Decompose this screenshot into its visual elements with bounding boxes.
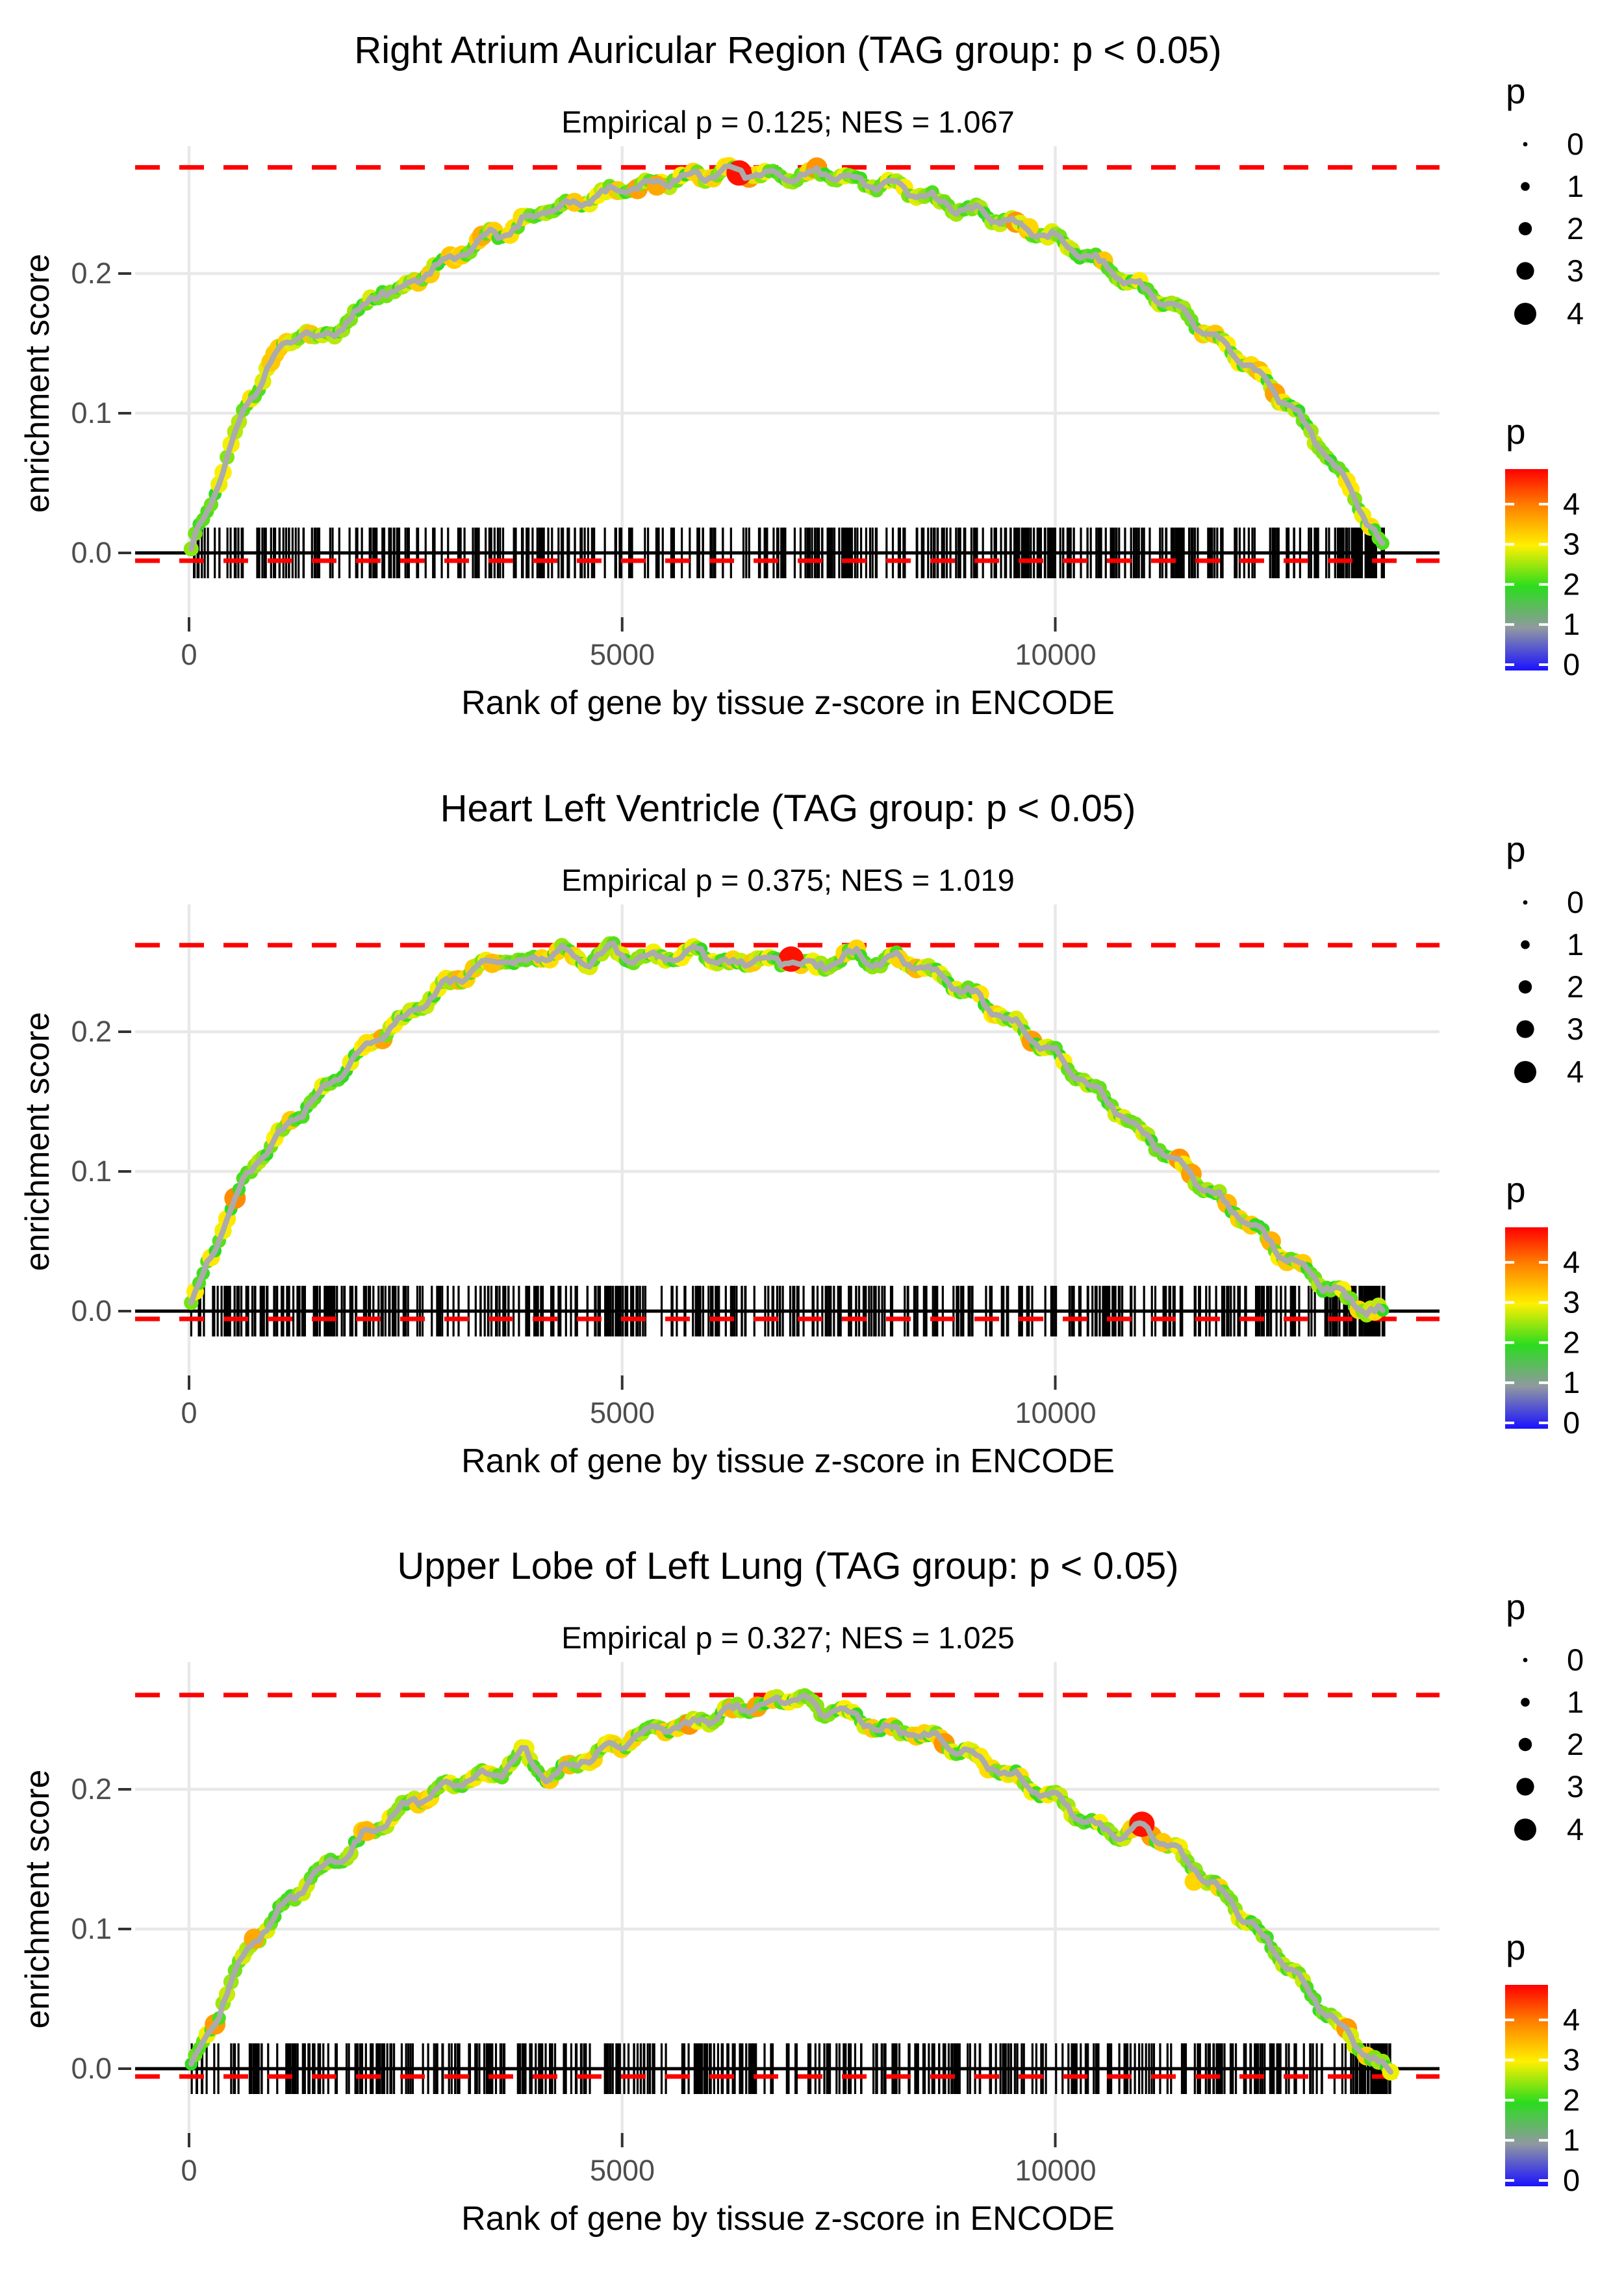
color-legend-label: 4 <box>1563 487 1580 521</box>
es-curve-points <box>183 157 1389 557</box>
size-legend-label: 4 <box>1567 1054 1584 1089</box>
size-legend-label: 2 <box>1567 969 1584 1004</box>
color-legend-label: 4 <box>1563 2002 1580 2037</box>
color-legend-label: 2 <box>1563 567 1580 601</box>
y-axis-title: enrichment score <box>19 253 57 513</box>
page-title: Heart Left Ventricle (TAG group: p < 0.0… <box>440 787 1136 830</box>
color-legend-title: p <box>1506 1169 1526 1210</box>
x-axis-title: Rank of gene by tissue z-score in ENCODE <box>461 684 1115 722</box>
size-legend-title: p <box>1506 1587 1526 1627</box>
color-legend-label: 0 <box>1563 647 1580 682</box>
size-legend-label: 0 <box>1567 885 1584 919</box>
size-legend-label: 3 <box>1567 1012 1584 1046</box>
color-legend-label: 3 <box>1563 1285 1580 1320</box>
color-legend-label: 4 <box>1563 1245 1580 1279</box>
size-legend-label: 1 <box>1567 927 1584 962</box>
x-tick-label: 0 <box>181 1396 197 1429</box>
es-curve-line <box>188 940 1386 1318</box>
page-title: Right Atrium Auricular Region (TAG group… <box>354 29 1222 71</box>
enrichment-plot-svg: 0 1 2 3 4 0 1 2 3 4 <box>118 885 1584 1440</box>
y-tick-label: 0.2 <box>71 257 112 290</box>
size-legend: 0 1 2 3 4 <box>1514 127 1584 331</box>
panel-upper-lobe-left-lung: 0 1 2 3 4 0 1 2 3 4 Upper Lobe of Left Lung (TAG … <box>0 1516 1624 2274</box>
size-legend-title: p <box>1506 829 1526 869</box>
enrichment-plot-svg: 0 1 2 3 4 0 1 2 3 4 <box>118 1642 1584 2197</box>
es-curve-line <box>188 163 1386 552</box>
y-axis-title: enrichment score <box>19 1012 57 1271</box>
panel-heart-left-ventricle: 0 1 2 3 4 0 1 2 3 4 Heart Left Ventricle (TAG gro… <box>0 758 1624 1516</box>
color-legend-title: p <box>1506 411 1526 452</box>
color-legend-label: 1 <box>1563 2123 1580 2157</box>
color-legend-bar <box>1505 1227 1548 1429</box>
y-tick-label: 0.1 <box>71 1155 112 1188</box>
enrichment-plot-svg: 0 1 2 3 4 0 1 2 3 4 <box>118 127 1584 682</box>
size-legend-label: 4 <box>1567 296 1584 331</box>
y-tick-label: 0.2 <box>71 1015 112 1048</box>
y-tick-label: 0.1 <box>71 1912 112 1945</box>
color-legend-label: 3 <box>1563 2043 1580 2077</box>
x-tick-label: 10000 <box>1015 1396 1097 1429</box>
x-axis-title: Rank of gene by tissue z-score in ENCODE <box>461 1442 1115 1480</box>
size-legend: 0 1 2 3 4 <box>1514 885 1584 1089</box>
size-legend-label: 3 <box>1567 1769 1584 1804</box>
x-tick-label: 5000 <box>589 2154 655 2187</box>
es-curve-line <box>188 1693 1393 2075</box>
size-legend-label: 1 <box>1567 169 1584 203</box>
color-legend-label: 0 <box>1563 1405 1580 1440</box>
size-legend-label: 4 <box>1567 1812 1584 1846</box>
color-legend-ticks: 0 1 2 3 4 <box>1505 2002 1580 2197</box>
color-legend-label: 0 <box>1563 2163 1580 2197</box>
size-legend-label: 0 <box>1567 1642 1584 1677</box>
x-tick-label: 5000 <box>589 1396 655 1429</box>
color-legend-ticks: 0 1 2 3 4 <box>1505 1245 1580 1440</box>
plot-subtitle: Empirical p = 0.375; NES = 1.019 <box>561 863 1015 897</box>
x-axis-title: Rank of gene by tissue z-score in ENCODE <box>461 2200 1115 2238</box>
size-legend-label: 2 <box>1567 211 1584 246</box>
size-legend-title: p <box>1506 71 1526 111</box>
y-tick-label: 0.0 <box>71 2052 112 2085</box>
size-legend: 0 1 2 3 4 <box>1514 1642 1584 1846</box>
y-tick-label: 0.0 <box>71 536 112 569</box>
panel-right-atrium: 0 1 2 3 4 0 1 2 3 4 Right Atrium Auricular Region… <box>0 0 1624 758</box>
plot-subtitle: Empirical p = 0.327; NES = 1.025 <box>561 1620 1015 1655</box>
size-legend-label: 1 <box>1567 1685 1584 1719</box>
size-legend-label: 2 <box>1567 1727 1584 1761</box>
color-legend-bar <box>1505 1985 1548 2186</box>
y-tick-label: 0.2 <box>71 1772 112 1806</box>
page-title: Upper Lobe of Left Lung (TAG group: p < … <box>397 1545 1179 1587</box>
high-p-point <box>1020 218 1039 237</box>
color-legend-label: 3 <box>1563 527 1580 561</box>
color-legend-label: 1 <box>1563 1365 1580 1399</box>
plot-subtitle: Empirical p = 0.125; NES = 1.067 <box>561 105 1015 139</box>
y-tick-label: 0.0 <box>71 1294 112 1327</box>
color-legend-bar <box>1505 469 1548 671</box>
size-legend-label: 3 <box>1567 253 1584 288</box>
size-legend-label: 0 <box>1567 127 1584 161</box>
x-tick-label: 10000 <box>1015 638 1097 671</box>
x-tick-label: 0 <box>181 2154 197 2187</box>
color-legend-label: 2 <box>1563 2082 1580 2117</box>
x-tick-label: 0 <box>181 638 197 671</box>
color-legend-ticks: 0 1 2 3 4 <box>1505 487 1580 682</box>
y-axis-title: enrichment score <box>19 1769 57 2029</box>
color-legend-label: 2 <box>1563 1325 1580 1359</box>
x-tick-label: 5000 <box>589 638 655 671</box>
y-tick-label: 0.1 <box>71 396 112 429</box>
color-legend-title: p <box>1506 1927 1526 1967</box>
color-legend-label: 1 <box>1563 607 1580 641</box>
x-tick-label: 10000 <box>1015 2154 1097 2187</box>
es-curve-points <box>184 936 1389 1323</box>
